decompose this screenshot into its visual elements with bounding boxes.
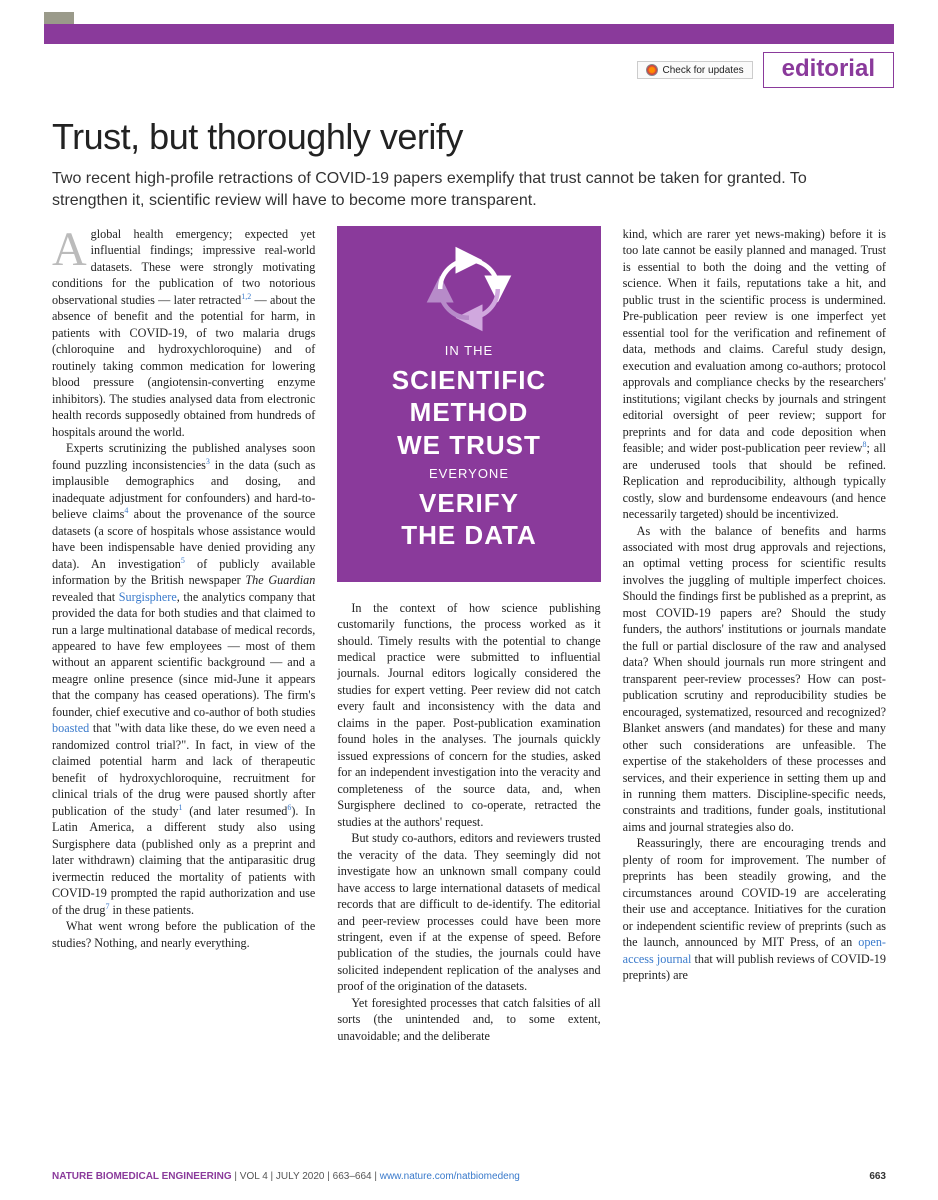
citation-link[interactable]: 1,2 [241,292,251,301]
dropcap: A [52,226,91,269]
header-tab [44,12,74,24]
article-title: Trust, but thoroughly verify [52,116,886,158]
boasted-link[interactable]: boasted [52,721,89,735]
page-number: 663 [869,1171,886,1182]
column-2: IN THE SCIENTIFIC METHOD WE TRUST EVERYO… [337,226,600,1156]
graphic-text: IN THE [351,342,586,360]
article-subtitle: Two recent high-profile retractions of C… [52,168,886,211]
column-3: kind, which are rarer yet news-making) b… [623,226,886,1156]
paragraph: Experts scrutinizing the published analy… [52,440,315,918]
section-label: editorial [763,52,894,88]
header-bar [44,24,894,44]
cycle-arrows-icon [424,244,514,334]
check-updates-button[interactable]: Check for updates [637,61,752,79]
graphic-text: METHOD [351,396,586,429]
paragraph: But study co-authors, editors and review… [337,830,600,995]
paragraph: In the context of how science publishing… [337,600,600,831]
article-body: A global health emergency; expected yet … [52,226,886,1156]
paragraph: kind, which are rarer yet news-making) b… [623,226,886,523]
paragraph: A global health emergency; expected yet … [52,226,315,440]
check-updates-label: Check for updates [662,65,743,76]
graphic-text: EVERYONE [351,465,586,483]
footer-citation: NATURE BIOMEDICAL ENGINEERING | VOL 4 | … [52,1171,520,1182]
graphic-text: VERIFY [351,487,586,520]
paragraph: Yet foresighted processes that catch fal… [337,995,600,1044]
surgisphere-link[interactable]: Surgisphere [119,590,177,604]
column-1: A global health emergency; expected yet … [52,226,315,1156]
paragraph: Reassuringly, there are encouraging tren… [623,835,886,983]
graphic-text: THE DATA [351,519,586,552]
paragraph: As with the balance of benefits and harm… [623,523,886,836]
graphic-text: SCIENTIFIC [351,364,586,397]
graphic-text: WE TRUST [351,429,586,462]
journal-url-link[interactable]: www.nature.com/natbiomedeng [380,1171,520,1182]
header-row: Check for updates editorial [637,52,894,88]
paragraph: What went wrong before the publication o… [52,918,315,951]
editorial-graphic: IN THE SCIENTIFIC METHOD WE TRUST EVERYO… [337,226,600,582]
page-footer: NATURE BIOMEDICAL ENGINEERING | VOL 4 | … [52,1165,886,1182]
crossmark-icon [646,64,658,76]
